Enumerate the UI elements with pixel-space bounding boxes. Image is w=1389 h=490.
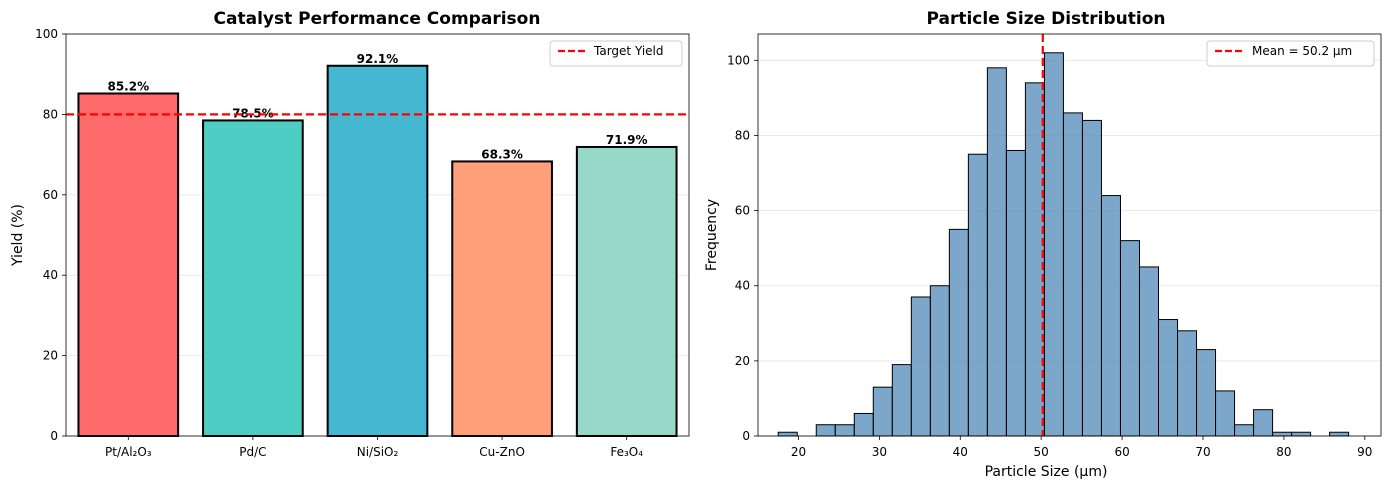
bar-Pd/C	[202, 119, 304, 438]
y-tick-label: 80	[735, 128, 750, 142]
y-tick-label: 80	[43, 107, 58, 121]
bar-value-label: 71.9%	[606, 133, 648, 147]
x-tick-label: Ni/SiO₂	[357, 445, 399, 459]
histogram-bar	[1043, 52, 1064, 437]
histogram-bar	[1196, 349, 1217, 437]
x-tick-label: 90	[1357, 445, 1372, 459]
histogram-bar	[1272, 431, 1293, 437]
y-tick-label: 60	[735, 204, 750, 218]
histogram-bar	[910, 296, 931, 437]
x-tick-label: 70	[1195, 445, 1210, 459]
histogram-bar	[1291, 431, 1312, 437]
histogram-bar	[929, 285, 950, 437]
right-chart-title: Particle Size Distribution	[927, 9, 1166, 29]
histogram-bar	[1081, 119, 1102, 437]
x-tick-label: Cu-ZnO	[479, 445, 525, 459]
right-x-axis-label: Particle Size (μm)	[985, 464, 1108, 480]
histogram-bar	[1234, 424, 1255, 437]
y-tick-label: 0	[742, 429, 750, 443]
y-tick-label: 40	[43, 268, 58, 282]
histogram-bar	[1329, 431, 1350, 437]
right-chart-plot: 0 20 40 60 80 100 20 30 40 50 60 70 80 90	[727, 33, 1382, 459]
left-legend-box	[549, 40, 683, 67]
x-tick-label: 30	[872, 445, 887, 459]
histogram-bar	[815, 424, 836, 437]
left-chart-plot: 85.2%Pt/Al₂O₃78.5%Pd/C92.1%Ni/SiO₂68.3%C…	[35, 27, 690, 459]
histogram-bar	[853, 412, 874, 437]
left-y-axis-label: Yield (%)	[10, 204, 26, 267]
y-tick-label: 20	[43, 349, 58, 363]
y-tick-label: 100	[35, 27, 58, 41]
x-tick-label: Pd/C	[239, 445, 266, 459]
bar-Pt/Al₂O₃	[77, 92, 180, 437]
right-y-axis-label: Frequency	[704, 199, 720, 271]
y-tick-label: 60	[43, 188, 58, 202]
histogram-bar	[834, 424, 855, 437]
right-legend-label: Mean = 50.2 μm	[1252, 44, 1352, 58]
histogram-bar	[891, 364, 912, 437]
bar-Fe₃O₄	[575, 145, 678, 437]
histogram-bar	[1024, 82, 1045, 437]
x-tick-label: 50	[1034, 445, 1049, 459]
histogram-bar	[1215, 390, 1236, 437]
histogram-bar	[777, 431, 798, 437]
histogram-bar	[1100, 195, 1121, 437]
right-legend-box	[1206, 40, 1375, 67]
y-tick-label: 40	[735, 279, 750, 293]
y-tick-label: 0	[50, 429, 58, 443]
x-tick-label: 60	[1114, 445, 1129, 459]
left-legend-label: Target Yield	[593, 44, 664, 58]
histogram-bar	[1177, 330, 1198, 437]
histogram-bar	[1005, 149, 1026, 437]
histogram-bar	[1062, 112, 1083, 437]
x-tick-label: 20	[791, 445, 806, 459]
x-tick-label: 40	[953, 445, 968, 459]
right-plot-frame	[757, 33, 1382, 437]
histogram-bar	[986, 67, 1007, 437]
x-tick-label: Pt/Al₂O₃	[105, 445, 152, 459]
bar-value-label: 85.2%	[107, 79, 149, 93]
histogram-bar	[872, 386, 893, 437]
histogram-bar	[967, 153, 988, 437]
bar-value-label: 92.1%	[357, 52, 399, 66]
histogram-bar	[1138, 266, 1159, 437]
histogram-bar	[948, 228, 969, 437]
x-tick-label: Fe₃O₄	[610, 445, 643, 459]
left-plot-frame	[65, 33, 690, 437]
histogram-bar	[1119, 240, 1140, 437]
x-tick-label: 80	[1276, 445, 1291, 459]
histogram-bar	[1253, 409, 1274, 437]
left-chart-title: Catalyst Performance Comparison	[214, 9, 541, 29]
histogram-bar	[1158, 319, 1179, 437]
bar-Ni/SiO₂	[326, 64, 429, 438]
y-tick-label: 100	[727, 53, 750, 67]
y-tick-label: 20	[735, 354, 750, 368]
bar-value-label: 68.3%	[481, 147, 523, 161]
bar-Cu-ZnO	[451, 160, 553, 438]
